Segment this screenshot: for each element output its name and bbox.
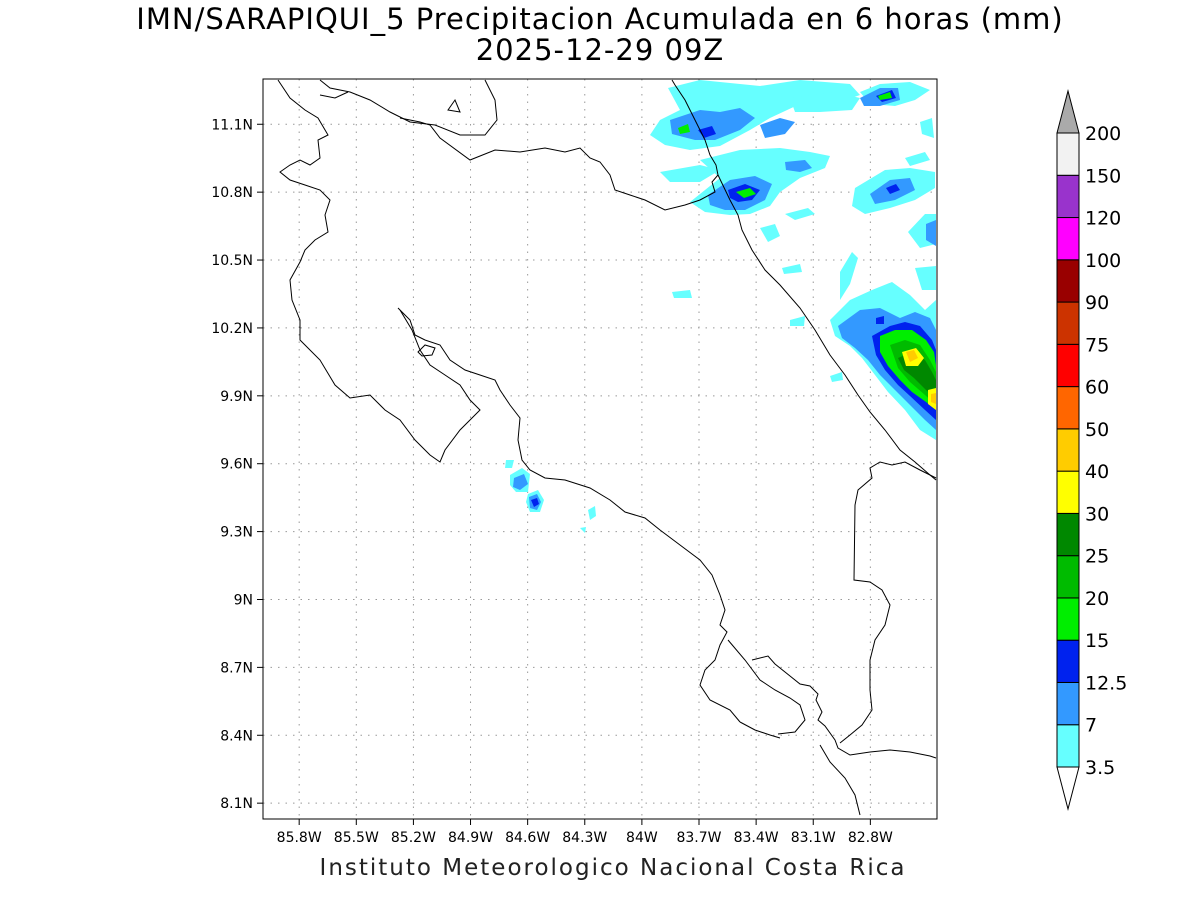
map-title: IMN/SARAPIQUI_5 Precipitacion Acumulada …	[136, 2, 1064, 36]
y-tick-label: 11.1N	[211, 117, 253, 133]
x-tick-label: 83.7W	[676, 830, 721, 846]
colorbar-swatch	[1056, 386, 1080, 430]
colorbar-label: 15	[1085, 630, 1109, 652]
colorbar-swatch	[1056, 132, 1080, 176]
map-valid-time: 2025-12-29 09Z	[475, 33, 725, 67]
colorbar-swatch	[1056, 217, 1080, 261]
map-grid	[263, 79, 937, 819]
colorbar-label: 60	[1085, 377, 1109, 399]
y-tick-label: 10.8N	[211, 185, 253, 201]
colorbar-swatch	[1056, 428, 1080, 472]
y-tick-label: 9.9N	[220, 389, 253, 405]
colorbar-label: 50	[1085, 419, 1109, 441]
x-tick-label: 84.9W	[448, 830, 493, 846]
x-axis: 85.8W 85.5W 85.2W 84.9W 84.6W 84.3W 84W 83.7W 83…	[277, 819, 893, 846]
footer-credit: Instituto Meteorologico Nacional Costa R…	[319, 855, 907, 881]
colorbar-swatch	[1056, 174, 1080, 219]
y-tick-label: 8.7N	[220, 660, 253, 676]
colorbar-swatch	[1056, 639, 1080, 683]
y-tick-label: 9N	[234, 592, 253, 608]
y-tick-label: 8.4N	[220, 728, 253, 744]
y-tick-label: 8.1N	[220, 796, 253, 812]
colorbar-label: 90	[1085, 292, 1109, 314]
x-tick-label: 85.5W	[334, 830, 379, 846]
colorbar-top-arrow	[1056, 89, 1080, 134]
x-tick-label: 84.3W	[562, 830, 607, 846]
colorbar-legend: 3.5 7 12.5 15 20 25 30 40 50 60 75 90 100 120 150 200	[1056, 89, 1127, 811]
y-tick-label: 9.3N	[220, 525, 253, 541]
y-tick-label: 10.5N	[211, 253, 253, 269]
x-tick-label: 83.1W	[791, 830, 836, 846]
colorbar-swatch	[1056, 301, 1080, 345]
x-tick-label: 83.4W	[734, 830, 779, 846]
colorbar-swatch	[1056, 555, 1080, 599]
x-tick-label: 84W	[626, 830, 658, 846]
coastline-borders	[277, 79, 937, 816]
colorbar-label: 40	[1085, 461, 1109, 483]
colorbar-label: 150	[1085, 165, 1121, 187]
colorbar-label: 20	[1085, 588, 1109, 610]
colorbar-label: 3.5	[1085, 757, 1115, 779]
colorbar-swatch	[1056, 597, 1080, 641]
colorbar-label: 30	[1085, 503, 1109, 525]
colorbar-swatch	[1056, 681, 1080, 726]
colorbar-label: 12.5	[1085, 672, 1127, 694]
precipitation-field	[505, 80, 936, 533]
colorbar-swatch	[1056, 470, 1080, 514]
y-axis: 11.1N 10.8N 10.5N 10.2N 9.9N 9.6N 9.3N 9N 8.7N 8.…	[211, 117, 263, 812]
y-tick-label: 9.6N	[220, 457, 253, 473]
colorbar-swatch	[1056, 259, 1080, 303]
colorbar-swatch	[1056, 343, 1080, 388]
colorbar-label: 7	[1085, 715, 1097, 737]
plot-frame	[262, 78, 938, 820]
colorbar-bottom-arrow	[1056, 766, 1080, 811]
colorbar-swatch	[1056, 724, 1080, 768]
colorbar-label: 75	[1085, 334, 1109, 356]
y-tick-label: 10.2N	[211, 321, 253, 337]
colorbar-label: 200	[1085, 123, 1121, 145]
colorbar-swatch	[1056, 512, 1080, 557]
colorbar-label: 25	[1085, 546, 1109, 568]
x-tick-label: 84.6W	[505, 830, 550, 846]
colorbar-label: 100	[1085, 250, 1121, 272]
x-tick-label: 82.8W	[848, 830, 893, 846]
colorbar-label: 120	[1085, 208, 1121, 230]
x-tick-label: 85.8W	[277, 830, 322, 846]
x-tick-label: 85.2W	[391, 830, 436, 846]
